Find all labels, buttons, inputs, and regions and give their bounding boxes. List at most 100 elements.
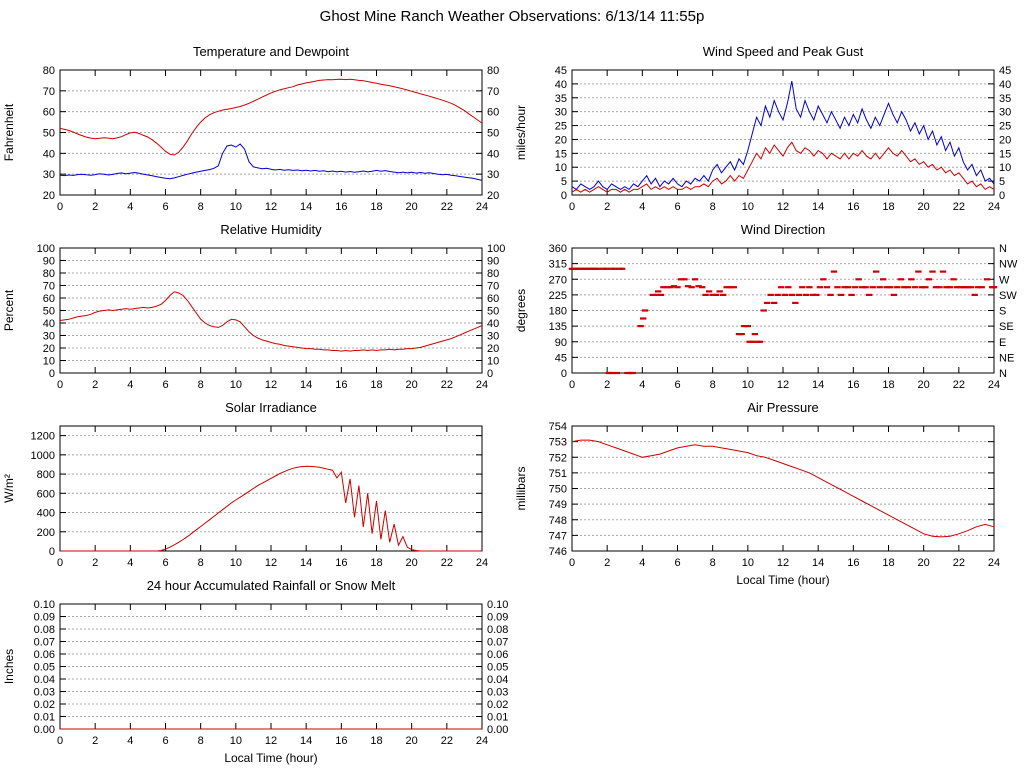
svg-text:8: 8	[710, 201, 716, 213]
svg-text:8: 8	[710, 557, 716, 569]
svg-text:Wind Direction: Wind Direction	[741, 222, 826, 237]
svg-text:1000: 1000	[31, 450, 55, 462]
svg-text:4: 4	[639, 557, 645, 569]
svg-text:40: 40	[487, 318, 499, 330]
svg-text:12: 12	[777, 201, 789, 213]
svg-text:60: 60	[43, 107, 55, 119]
svg-text:18: 18	[882, 557, 894, 569]
svg-text:20: 20	[43, 190, 55, 202]
svg-text:80: 80	[43, 268, 55, 280]
svg-text:30: 30	[43, 331, 55, 343]
svg-text:600: 600	[37, 488, 55, 500]
svg-text:0.02: 0.02	[487, 699, 508, 711]
svg-text:2: 2	[604, 201, 610, 213]
svg-text:30: 30	[555, 107, 567, 119]
svg-text:8: 8	[198, 557, 204, 569]
svg-text:SE: SE	[999, 321, 1014, 333]
svg-text:12: 12	[265, 201, 277, 213]
svg-text:8: 8	[710, 379, 716, 391]
svg-text:18: 18	[370, 735, 382, 747]
svg-text:16: 16	[335, 201, 347, 213]
svg-text:18: 18	[370, 379, 382, 391]
svg-text:4: 4	[127, 557, 133, 569]
svg-text:10: 10	[555, 162, 567, 174]
svg-text:360: 360	[549, 243, 567, 255]
svg-text:80: 80	[43, 65, 55, 77]
svg-text:751: 751	[549, 468, 567, 480]
svg-text:70: 70	[487, 86, 499, 98]
svg-text:0: 0	[561, 190, 567, 202]
svg-text:0.08: 0.08	[34, 624, 55, 636]
svg-text:16: 16	[335, 557, 347, 569]
svg-text:14: 14	[812, 557, 824, 569]
svg-text:22: 22	[441, 201, 453, 213]
svg-text:0.10: 0.10	[34, 599, 55, 611]
svg-text:90: 90	[555, 337, 567, 349]
svg-text:6: 6	[674, 201, 680, 213]
svg-text:8: 8	[198, 735, 204, 747]
svg-text:90: 90	[487, 256, 499, 268]
svg-text:S: S	[999, 306, 1006, 318]
svg-text:0: 0	[49, 368, 55, 380]
svg-text:16: 16	[335, 379, 347, 391]
svg-text:2: 2	[92, 379, 98, 391]
svg-text:24: 24	[988, 557, 1000, 569]
svg-text:Wind Speed and Peak Gust: Wind Speed and Peak Gust	[703, 44, 864, 59]
svg-text:Fahrenheit: Fahrenheit	[2, 103, 16, 161]
svg-text:20: 20	[918, 557, 930, 569]
svg-text:14: 14	[812, 201, 824, 213]
svg-text:22: 22	[953, 201, 965, 213]
svg-text:degrees: degrees	[514, 289, 528, 332]
svg-text:180: 180	[549, 306, 567, 318]
svg-text:0: 0	[57, 201, 63, 213]
svg-text:14: 14	[300, 201, 312, 213]
svg-text:8: 8	[198, 379, 204, 391]
svg-text:24: 24	[476, 735, 488, 747]
svg-text:135: 135	[549, 321, 567, 333]
svg-text:15: 15	[999, 148, 1011, 160]
svg-text:20: 20	[406, 735, 418, 747]
svg-text:70: 70	[43, 86, 55, 98]
svg-text:35: 35	[555, 93, 567, 105]
svg-text:E: E	[999, 337, 1006, 349]
svg-text:8: 8	[198, 201, 204, 213]
svg-text:4: 4	[127, 735, 133, 747]
svg-text:0: 0	[569, 201, 575, 213]
svg-text:25: 25	[555, 121, 567, 133]
svg-text:20: 20	[487, 343, 499, 355]
svg-text:270: 270	[549, 274, 567, 286]
svg-text:14: 14	[300, 557, 312, 569]
svg-text:40: 40	[43, 148, 55, 160]
svg-text:4: 4	[639, 379, 645, 391]
svg-text:2: 2	[604, 557, 610, 569]
svg-text:0: 0	[569, 379, 575, 391]
svg-text:22: 22	[441, 379, 453, 391]
svg-text:70: 70	[487, 281, 499, 293]
svg-text:20: 20	[406, 557, 418, 569]
svg-text:14: 14	[812, 379, 824, 391]
svg-text:NW: NW	[999, 259, 1018, 271]
svg-text:30: 30	[999, 107, 1011, 119]
svg-text:22: 22	[441, 735, 453, 747]
svg-text:20: 20	[918, 201, 930, 213]
svg-text:25: 25	[999, 121, 1011, 133]
svg-text:14: 14	[300, 379, 312, 391]
svg-text:18: 18	[370, 557, 382, 569]
svg-text:0.07: 0.07	[487, 637, 508, 649]
svg-text:20: 20	[999, 134, 1011, 146]
svg-text:60: 60	[43, 293, 55, 305]
svg-text:Inches: Inches	[2, 649, 16, 684]
svg-text:Relative Humidity: Relative Humidity	[220, 222, 322, 237]
svg-text:5: 5	[999, 176, 1005, 188]
svg-text:10: 10	[230, 379, 242, 391]
svg-text:40: 40	[487, 148, 499, 160]
svg-text:0.01: 0.01	[487, 712, 508, 724]
svg-text:40: 40	[555, 79, 567, 91]
svg-text:200: 200	[37, 527, 55, 539]
svg-text:12: 12	[265, 379, 277, 391]
